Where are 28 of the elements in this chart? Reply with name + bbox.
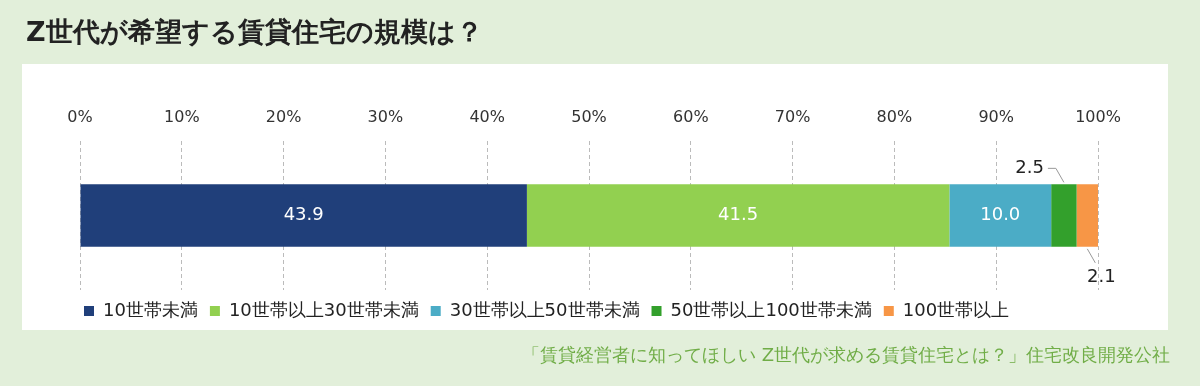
data-label: 2.5	[1015, 156, 1044, 178]
bar	[80, 184, 527, 247]
x-tick-label: 10%	[164, 106, 200, 126]
x-tick-label: 50%	[571, 106, 607, 126]
legend-label: 100世帯以上	[902, 298, 1010, 320]
data-label: 43.9	[283, 203, 324, 225]
chart-title: Z世代が希望する賃貸住宅の規模は？	[26, 15, 483, 49]
x-tick-label: 20%	[265, 106, 302, 126]
x-tick-label: 90%	[978, 106, 1014, 126]
data-label: 10.0	[980, 203, 1021, 225]
x-tick-label: 0%	[67, 106, 93, 126]
x-tick-label: 40%	[469, 106, 505, 126]
bar	[526, 184, 950, 247]
bar	[949, 184, 1052, 247]
x-tick-label: 100%	[1075, 106, 1121, 126]
x-tick-label: 30%	[367, 106, 404, 126]
legend-label: 50世帯以上100世帯未満	[670, 298, 872, 320]
bar	[1076, 184, 1098, 247]
x-tick-label: 70%	[774, 106, 811, 126]
x-tick-label: 80%	[876, 106, 913, 126]
legend-label: 30世帯以上50世帯未満	[449, 298, 640, 320]
data-label: 41.5	[718, 203, 759, 225]
legend-label: 10世帯以上30世帯未満	[228, 298, 419, 320]
data-label: 2.1	[1086, 264, 1116, 286]
legend-label: 10世帯未満	[103, 298, 198, 320]
text: 「賃貸経営者に知ってほしい Z世代が求める賃貸住宅とは？」住宅改良開発公社	[521, 343, 1170, 367]
bar	[1051, 184, 1077, 247]
x-tick-label: 60%	[673, 106, 709, 126]
